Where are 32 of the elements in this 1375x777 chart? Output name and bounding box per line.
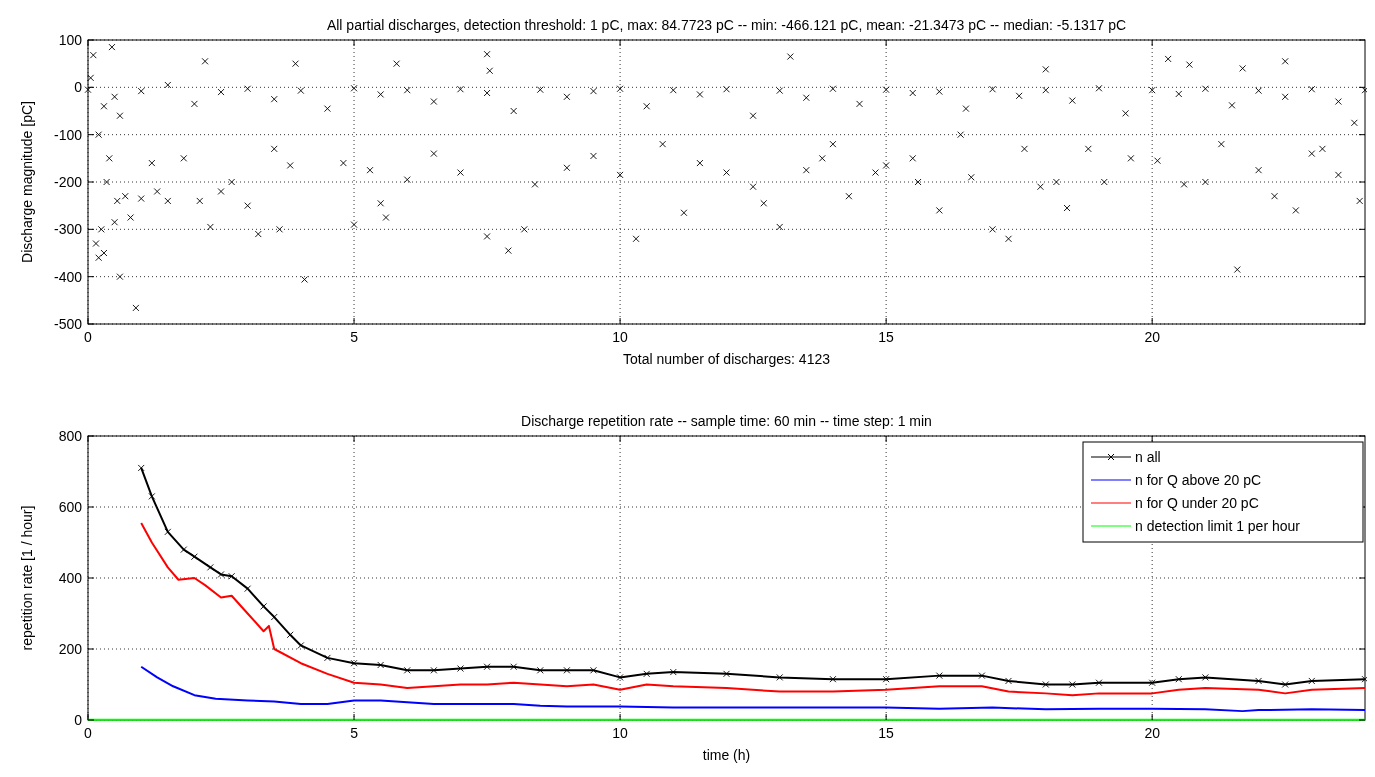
legend-label: n all [1135,449,1161,465]
y-tick-label: -400 [53,268,83,285]
x-tick-label: 0 [84,725,93,741]
x-tick-label: 20 [1144,329,1161,345]
y-tick-label: -200 [53,174,83,190]
y-tick-label: 200 [58,641,83,657]
x-axis-title: Total number of discharges: 4123 [622,351,831,367]
x-tick-label: 5 [350,725,359,741]
y-tick-label: 400 [58,570,83,586]
y-tick-label: 0 [74,712,83,728]
legend-label: n for Q above 20 pC [1135,472,1262,488]
y-tick-label: 600 [58,499,83,515]
y-tick-label: 800 [58,428,83,444]
x-tick-label: 10 [612,725,629,741]
x-tick-label: 15 [878,329,895,345]
chart-title: Discharge repetition rate -- sample time: 60 min -- time step: 1 min [521,413,932,429]
y-tick-label: -300 [53,221,83,238]
y-tick-label: 100 [58,32,83,48]
x-tick-label: 20 [1144,725,1161,741]
y-axis-title: Discharge magnitude [pC] [19,101,35,263]
y-tick-label: -100 [53,126,83,143]
x-tick-label: 5 [350,329,359,345]
x-tick-label: 10 [612,329,629,345]
y-tick-label: 0 [74,79,83,96]
y-tick-label: -500 [53,316,83,332]
legend-label: n for Q under 20 pC [1135,495,1259,511]
x-axis-title: time (h) [702,747,751,763]
x-tick-label: 0 [84,329,93,345]
legend-label: n detection limit 1 per hour [1135,518,1301,534]
chart-title: All partial discharges, detection threshold: 1 pC, max: 84.7723 pC -- min: -466.121 pC, mean: -21.3473 pC -- median: -5.1317 pC [326,17,1127,33]
x-tick-label: 15 [878,725,895,741]
y-axis-title: repetition rate [1 / hour] [19,505,35,651]
